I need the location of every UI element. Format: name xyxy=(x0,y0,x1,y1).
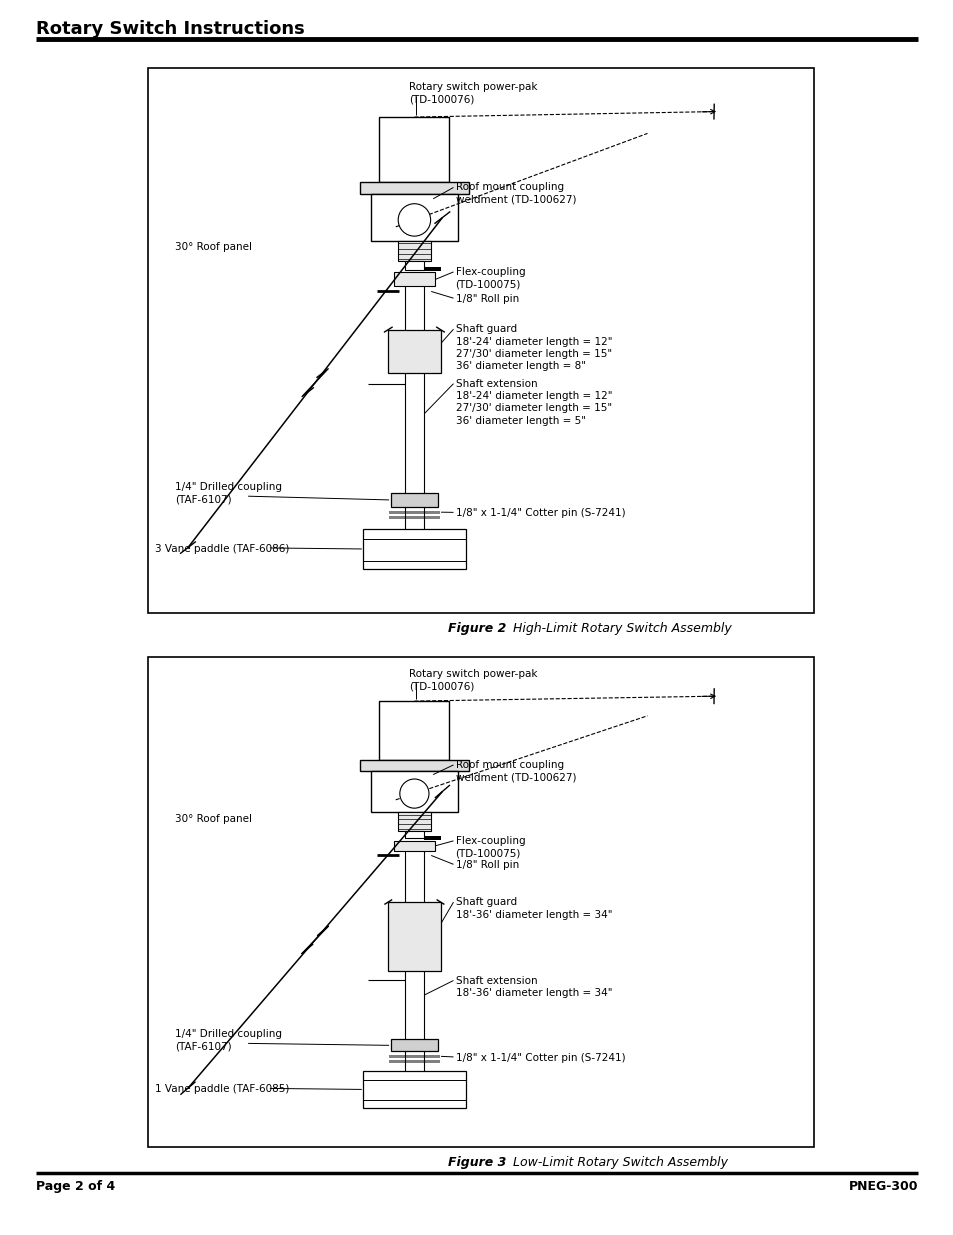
Circle shape xyxy=(397,204,430,236)
Circle shape xyxy=(399,779,429,808)
Bar xyxy=(379,701,449,760)
Text: 3 Vane paddle (TAF-6086): 3 Vane paddle (TAF-6086) xyxy=(154,543,289,555)
Bar xyxy=(397,813,431,831)
Text: Flex-coupling
(TD-100075): Flex-coupling (TD-100075) xyxy=(455,836,524,858)
Text: 1 Vane paddle (TAF-6085): 1 Vane paddle (TAF-6085) xyxy=(154,1084,289,1094)
Text: 1/8" Roll pin: 1/8" Roll pin xyxy=(455,294,518,304)
Bar xyxy=(405,262,423,269)
Bar xyxy=(360,760,468,771)
Bar xyxy=(371,194,457,241)
Bar xyxy=(148,68,813,613)
Bar xyxy=(379,117,449,183)
Text: Page 2 of 4: Page 2 of 4 xyxy=(36,1179,115,1193)
Text: Figure 3: Figure 3 xyxy=(447,1156,506,1170)
Bar xyxy=(397,241,431,262)
Bar xyxy=(423,836,440,840)
Bar xyxy=(148,657,813,1147)
Text: PNEG-300: PNEG-300 xyxy=(847,1179,917,1193)
Text: Rotary Switch Instructions: Rotary Switch Instructions xyxy=(36,20,304,38)
Text: 30° Roof panel: 30° Roof panel xyxy=(174,242,252,252)
Text: Figure 2: Figure 2 xyxy=(447,622,506,635)
Bar xyxy=(389,1060,439,1063)
Text: 1/8" x 1-1/4" Cotter pin (S-7241): 1/8" x 1-1/4" Cotter pin (S-7241) xyxy=(455,509,624,519)
Bar xyxy=(391,1039,437,1051)
Text: Flex-coupling
(TD-100075): Flex-coupling (TD-100075) xyxy=(455,267,524,289)
Text: Rotary switch power-pak
(TD-100076): Rotary switch power-pak (TD-100076) xyxy=(409,669,537,692)
Bar xyxy=(362,529,465,569)
Text: 30° Roof panel: 30° Roof panel xyxy=(174,814,252,824)
Text: Rotary switch power-pak
(TD-100076): Rotary switch power-pak (TD-100076) xyxy=(409,82,537,104)
Text: Shaft guard
18'-36' diameter length = 34": Shaft guard 18'-36' diameter length = 34… xyxy=(455,897,612,920)
Text: High-Limit Rotary Switch Assembly: High-Limit Rotary Switch Assembly xyxy=(509,622,731,635)
Bar xyxy=(394,273,435,287)
Bar xyxy=(389,516,439,519)
Bar xyxy=(388,330,440,373)
Text: Shaft extension
18'-36' diameter length = 34": Shaft extension 18'-36' diameter length … xyxy=(455,976,612,998)
Bar xyxy=(394,841,435,851)
Bar xyxy=(389,510,439,514)
Text: Shaft extension
18'-24' diameter length = 12"
27'/30' diameter length = 15"
36' : Shaft extension 18'-24' diameter length … xyxy=(455,379,612,426)
Bar xyxy=(423,267,440,272)
Text: 1/8" Roll pin: 1/8" Roll pin xyxy=(455,861,518,871)
Text: Low-Limit Rotary Switch Assembly: Low-Limit Rotary Switch Assembly xyxy=(509,1156,727,1170)
Text: 1/8" x 1-1/4" Cotter pin (S-7241): 1/8" x 1-1/4" Cotter pin (S-7241) xyxy=(455,1053,624,1063)
Text: Roof mount coupling
weldment (TD-100627): Roof mount coupling weldment (TD-100627) xyxy=(455,760,576,782)
Bar xyxy=(360,183,468,194)
Bar xyxy=(388,902,440,971)
Text: Roof mount coupling
weldment (TD-100627): Roof mount coupling weldment (TD-100627) xyxy=(455,183,576,205)
Text: 1/4" Drilled coupling
(TAF-6107): 1/4" Drilled coupling (TAF-6107) xyxy=(174,1030,281,1052)
Bar xyxy=(391,493,437,506)
Text: 1/4" Drilled coupling
(TAF-6107): 1/4" Drilled coupling (TAF-6107) xyxy=(174,482,281,505)
Bar xyxy=(389,1055,439,1058)
Bar xyxy=(362,1071,465,1108)
Text: Shaft guard
18'-24' diameter length = 12"
27'/30' diameter length = 15"
36' diam: Shaft guard 18'-24' diameter length = 12… xyxy=(455,324,612,372)
Bar xyxy=(405,831,423,839)
Bar xyxy=(371,771,457,813)
